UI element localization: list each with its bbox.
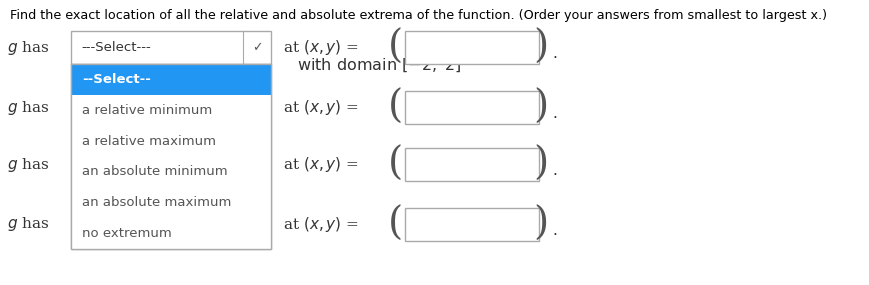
FancyBboxPatch shape <box>71 218 271 249</box>
FancyBboxPatch shape <box>71 64 271 95</box>
Text: $g(x)\ =\ $: $g(x)\ =\ $ <box>74 57 128 76</box>
Text: ): ) <box>533 146 548 183</box>
Text: $g$ has: $g$ has <box>7 39 50 57</box>
FancyBboxPatch shape <box>71 95 271 126</box>
Text: an absolute maximum: an absolute maximum <box>82 196 231 209</box>
FancyBboxPatch shape <box>71 187 271 218</box>
Text: ): ) <box>533 29 548 66</box>
Text: at $(x, y)$ =: at $(x, y)$ = <box>282 215 358 234</box>
FancyBboxPatch shape <box>71 126 271 156</box>
Text: a relative minimum: a relative minimum <box>82 104 212 117</box>
FancyBboxPatch shape <box>404 208 539 241</box>
Text: (: ( <box>388 29 403 66</box>
Text: .: . <box>552 46 557 61</box>
Text: at $(x, y)$ =: at $(x, y)$ = <box>282 155 358 174</box>
Text: $g$ has: $g$ has <box>7 156 50 174</box>
Text: a relative maximum: a relative maximum <box>82 135 216 148</box>
Text: $6x^3 - 18x + 9$: $6x^3 - 18x + 9$ <box>146 57 254 76</box>
Text: ): ) <box>533 89 548 126</box>
Text: at $(x, y)$ =: at $(x, y)$ = <box>282 38 358 57</box>
FancyBboxPatch shape <box>404 148 539 181</box>
Text: ✓: ✓ <box>252 41 262 54</box>
Text: $\mathrm{\ with\ domain\ [-2,\ 2]}$: $\mathrm{\ with\ domain\ [-2,\ 2]}$ <box>292 57 461 74</box>
Text: (: ( <box>388 206 403 243</box>
Text: at $(x, y)$ =: at $(x, y)$ = <box>282 98 358 117</box>
Text: (: ( <box>388 146 403 183</box>
Text: $g(x) = $: $g(x) = $ <box>74 57 123 76</box>
Text: Find the exact location of all the relative and absolute extrema of the function: Find the exact location of all the relat… <box>10 9 826 22</box>
Text: no extremum: no extremum <box>82 227 171 240</box>
Text: .: . <box>552 223 557 238</box>
FancyBboxPatch shape <box>71 64 271 249</box>
Text: $g$ has: $g$ has <box>7 215 50 233</box>
Text: $g$ has: $g$ has <box>7 99 50 117</box>
Text: ): ) <box>533 206 548 243</box>
Text: .: . <box>552 163 557 178</box>
Text: ---Select---: ---Select--- <box>82 41 151 54</box>
FancyBboxPatch shape <box>71 156 271 187</box>
Text: an absolute minimum: an absolute minimum <box>82 165 227 178</box>
FancyBboxPatch shape <box>71 31 271 64</box>
Text: --Select--: --Select-- <box>82 73 150 86</box>
Text: .: . <box>552 106 557 121</box>
FancyBboxPatch shape <box>404 31 539 64</box>
Text: (: ( <box>388 89 403 126</box>
FancyBboxPatch shape <box>404 91 539 124</box>
